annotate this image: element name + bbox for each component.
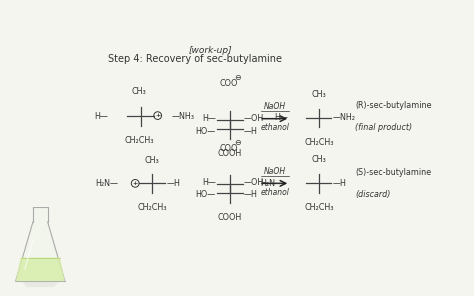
Text: (discard): (discard) (356, 189, 391, 199)
Text: COOH: COOH (218, 149, 242, 158)
Text: H—: H— (202, 178, 216, 187)
Text: CH₂CH₃: CH₂CH₃ (137, 203, 167, 213)
Text: HO—: HO— (196, 190, 216, 200)
Text: (final product): (final product) (356, 123, 412, 131)
Text: +: + (133, 181, 138, 186)
Text: COO: COO (219, 144, 237, 153)
Text: COO: COO (219, 79, 237, 88)
Text: H₂N—: H₂N— (95, 179, 118, 188)
Text: —H: —H (244, 126, 257, 136)
Text: +: + (155, 113, 160, 118)
Text: H₂N—: H₂N— (260, 179, 283, 188)
Polygon shape (16, 207, 65, 281)
Text: NaOH: NaOH (264, 167, 286, 176)
Text: H—: H— (274, 113, 288, 123)
Text: NaOH: NaOH (264, 102, 286, 111)
Text: ethanol: ethanol (260, 123, 289, 132)
Text: CH₂CH₃: CH₂CH₃ (304, 138, 334, 147)
Text: (S)-sec-butylamine: (S)-sec-butylamine (356, 168, 431, 177)
Text: (R)-sec-butylamine: (R)-sec-butylamine (356, 101, 432, 110)
Text: ethanol: ethanol (260, 188, 289, 197)
Text: CH₂CH₃: CH₂CH₃ (124, 136, 154, 145)
Text: H—: H— (94, 112, 108, 121)
Text: —NH₂: —NH₂ (333, 113, 356, 123)
Text: —NH₃: —NH₃ (172, 112, 195, 121)
Text: Step 4: Recovery of sec-butylamine: Step 4: Recovery of sec-butylamine (108, 54, 282, 64)
Text: —H: —H (333, 179, 346, 188)
Text: HO—: HO— (196, 126, 216, 136)
Text: +: + (133, 181, 138, 186)
Text: CH₃: CH₃ (145, 156, 160, 165)
Text: CH₃: CH₃ (132, 87, 146, 96)
Text: ⊖: ⊖ (234, 138, 241, 147)
Text: —H: —H (244, 190, 257, 200)
Polygon shape (22, 281, 59, 287)
Text: —OH: —OH (244, 178, 264, 187)
Text: H—: H— (202, 114, 216, 123)
Text: ⊖: ⊖ (234, 73, 241, 82)
Text: CH₂CH₃: CH₂CH₃ (304, 203, 334, 213)
Text: CH₃: CH₃ (311, 90, 326, 99)
Polygon shape (16, 258, 65, 281)
Text: [work-up]: [work-up] (189, 46, 232, 54)
Text: COOH: COOH (218, 213, 242, 222)
Text: —H: —H (166, 179, 180, 188)
Text: —OH: —OH (244, 114, 264, 123)
Text: +: + (155, 113, 160, 118)
Text: CH₃: CH₃ (311, 155, 326, 164)
